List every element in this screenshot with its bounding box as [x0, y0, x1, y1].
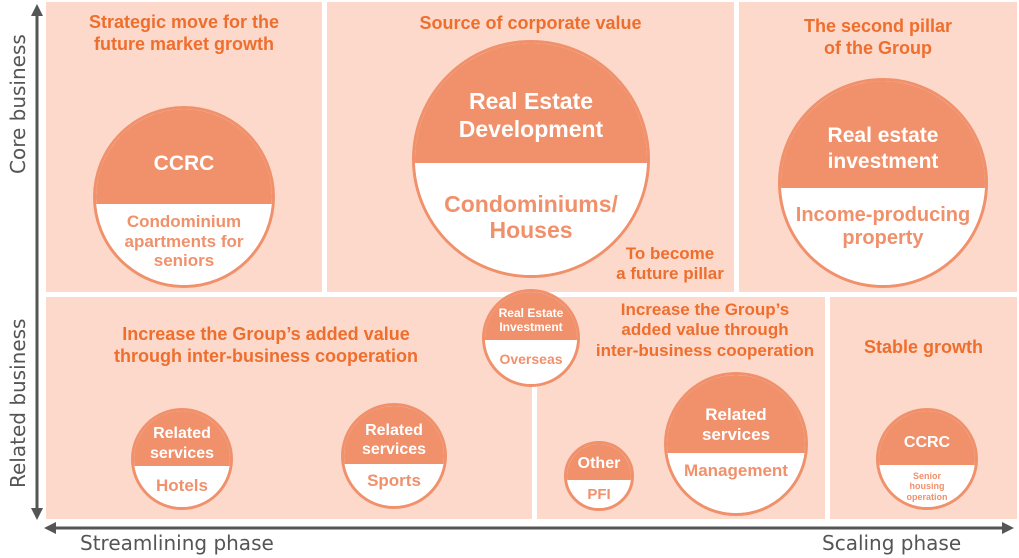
circle-real-estate-development-bottom-label: Condominiums/ Houses	[444, 191, 618, 244]
circle-real-estate-development-top-label: Real Estate Development	[458, 88, 604, 142]
circle-pfi-bottom: PFI	[567, 480, 631, 508]
circle-real-estate-development-bottom: Condominiums/ Houses	[415, 163, 647, 275]
circle-ccrc-related: CCRC Senior housing operation	[876, 408, 978, 510]
added-value-right-title-text: Increase the Group’s added value through…	[595, 300, 815, 360]
circle-management-top: Related services	[667, 375, 805, 453]
circle-management: Related services Management	[664, 372, 808, 516]
circle-ccrc-related-top: CCRC	[879, 411, 975, 465]
circle-real-estate-investment-bottom-label: Income-producing property	[795, 204, 971, 249]
circle-real-estate-investment-top-label: Real estate investment	[827, 124, 939, 173]
stable-title: Stable growth	[830, 337, 1017, 359]
x-axis-arrow	[44, 522, 1014, 534]
added-value-right-title: Increase the Group’s added value through…	[580, 300, 830, 361]
circle-ccrc-core-bottom-label: Condominium apartments for seniors	[124, 212, 244, 271]
circle-sports: Related services Sports	[341, 403, 447, 509]
circle-pfi-bottom-label: PFI	[587, 486, 611, 503]
circle-sports-top: Related services	[344, 406, 444, 464]
circle-pfi-top-label: Other	[577, 455, 621, 473]
second-pillar-title: The second pillar of the Group	[739, 16, 1017, 59]
circle-ccrc-related-bottom: Senior housing operation	[879, 465, 975, 507]
circle-sports-top-label: Related services	[361, 421, 427, 458]
circle-ccrc-core-bottom: Condominium apartments for seniors	[96, 204, 272, 285]
second-pillar-title-text: The second pillar of the Group	[803, 16, 953, 58]
source-title: Source of corporate value	[327, 13, 734, 35]
y-axis-arrow	[31, 4, 43, 520]
circle-real-estate-development-top: Real Estate Development	[415, 43, 647, 163]
panel-added-value-left	[46, 297, 532, 519]
circle-hotels-top: Related services	[134, 411, 230, 466]
added-value-left-title: Increase the Group’s added value through…	[46, 324, 486, 367]
y-axis-label-related: Related business	[6, 318, 30, 488]
added-value-left-title-text: Increase the Group’s added value through…	[113, 324, 418, 366]
circle-pfi: Other PFI	[564, 441, 634, 511]
circle-real-estate-investment-bottom: Income-producing property	[781, 188, 985, 285]
circle-overseas-bottom-label: Overseas	[499, 351, 563, 367]
strategic-title: Strategic move for the future market gro…	[46, 12, 322, 55]
circle-hotels-bottom-label: Hotels	[156, 476, 208, 495]
circle-real-estate-investment-top: Real estate investment	[781, 81, 985, 188]
x-axis-label-scaling: Scaling phase	[822, 531, 962, 555]
circle-sports-bottom-label: Sports	[367, 471, 421, 490]
circle-hotels-top-label: Related services	[149, 425, 215, 462]
circle-ccrc-core: CCRC Condominium apartments for seniors	[93, 106, 275, 288]
circle-overseas-top-label: Real Estate Investment	[498, 305, 564, 334]
circle-overseas-bottom: Overseas	[485, 340, 577, 384]
circle-management-bottom: Management	[667, 453, 805, 513]
circle-overseas: Real Estate Investment Overseas	[482, 289, 580, 387]
source-title-text: Source of corporate value	[419, 13, 642, 33]
x-axis-label-streamlining: Streamlining phase	[80, 531, 274, 555]
circle-ccrc-related-top-label: CCRC	[903, 434, 951, 452]
y-axis-label-core: Core business	[6, 34, 30, 174]
stable-title-text: Stable growth	[863, 337, 983, 357]
circle-hotels-bottom: Hotels	[134, 466, 230, 507]
circle-real-estate-investment: Real estate investment Income-producing …	[778, 78, 988, 288]
circle-ccrc-related-bottom-label: Senior housing operation	[906, 471, 948, 502]
strategic-title-text: Strategic move for the future market gro…	[88, 12, 280, 54]
circle-overseas-top: Real Estate Investment	[485, 292, 577, 340]
circle-hotels: Related services Hotels	[131, 408, 233, 510]
circle-ccrc-core-top: CCRC	[96, 109, 272, 204]
circle-management-bottom-label: Management	[684, 461, 788, 480]
circle-ccrc-core-top-label: CCRC	[153, 151, 215, 175]
circle-pfi-top: Other	[567, 444, 631, 480]
circle-sports-bottom: Sports	[344, 464, 444, 506]
circle-management-top-label: Related services	[701, 404, 771, 444]
circle-real-estate-development: Real Estate Development Condominiums/ Ho…	[412, 40, 650, 278]
